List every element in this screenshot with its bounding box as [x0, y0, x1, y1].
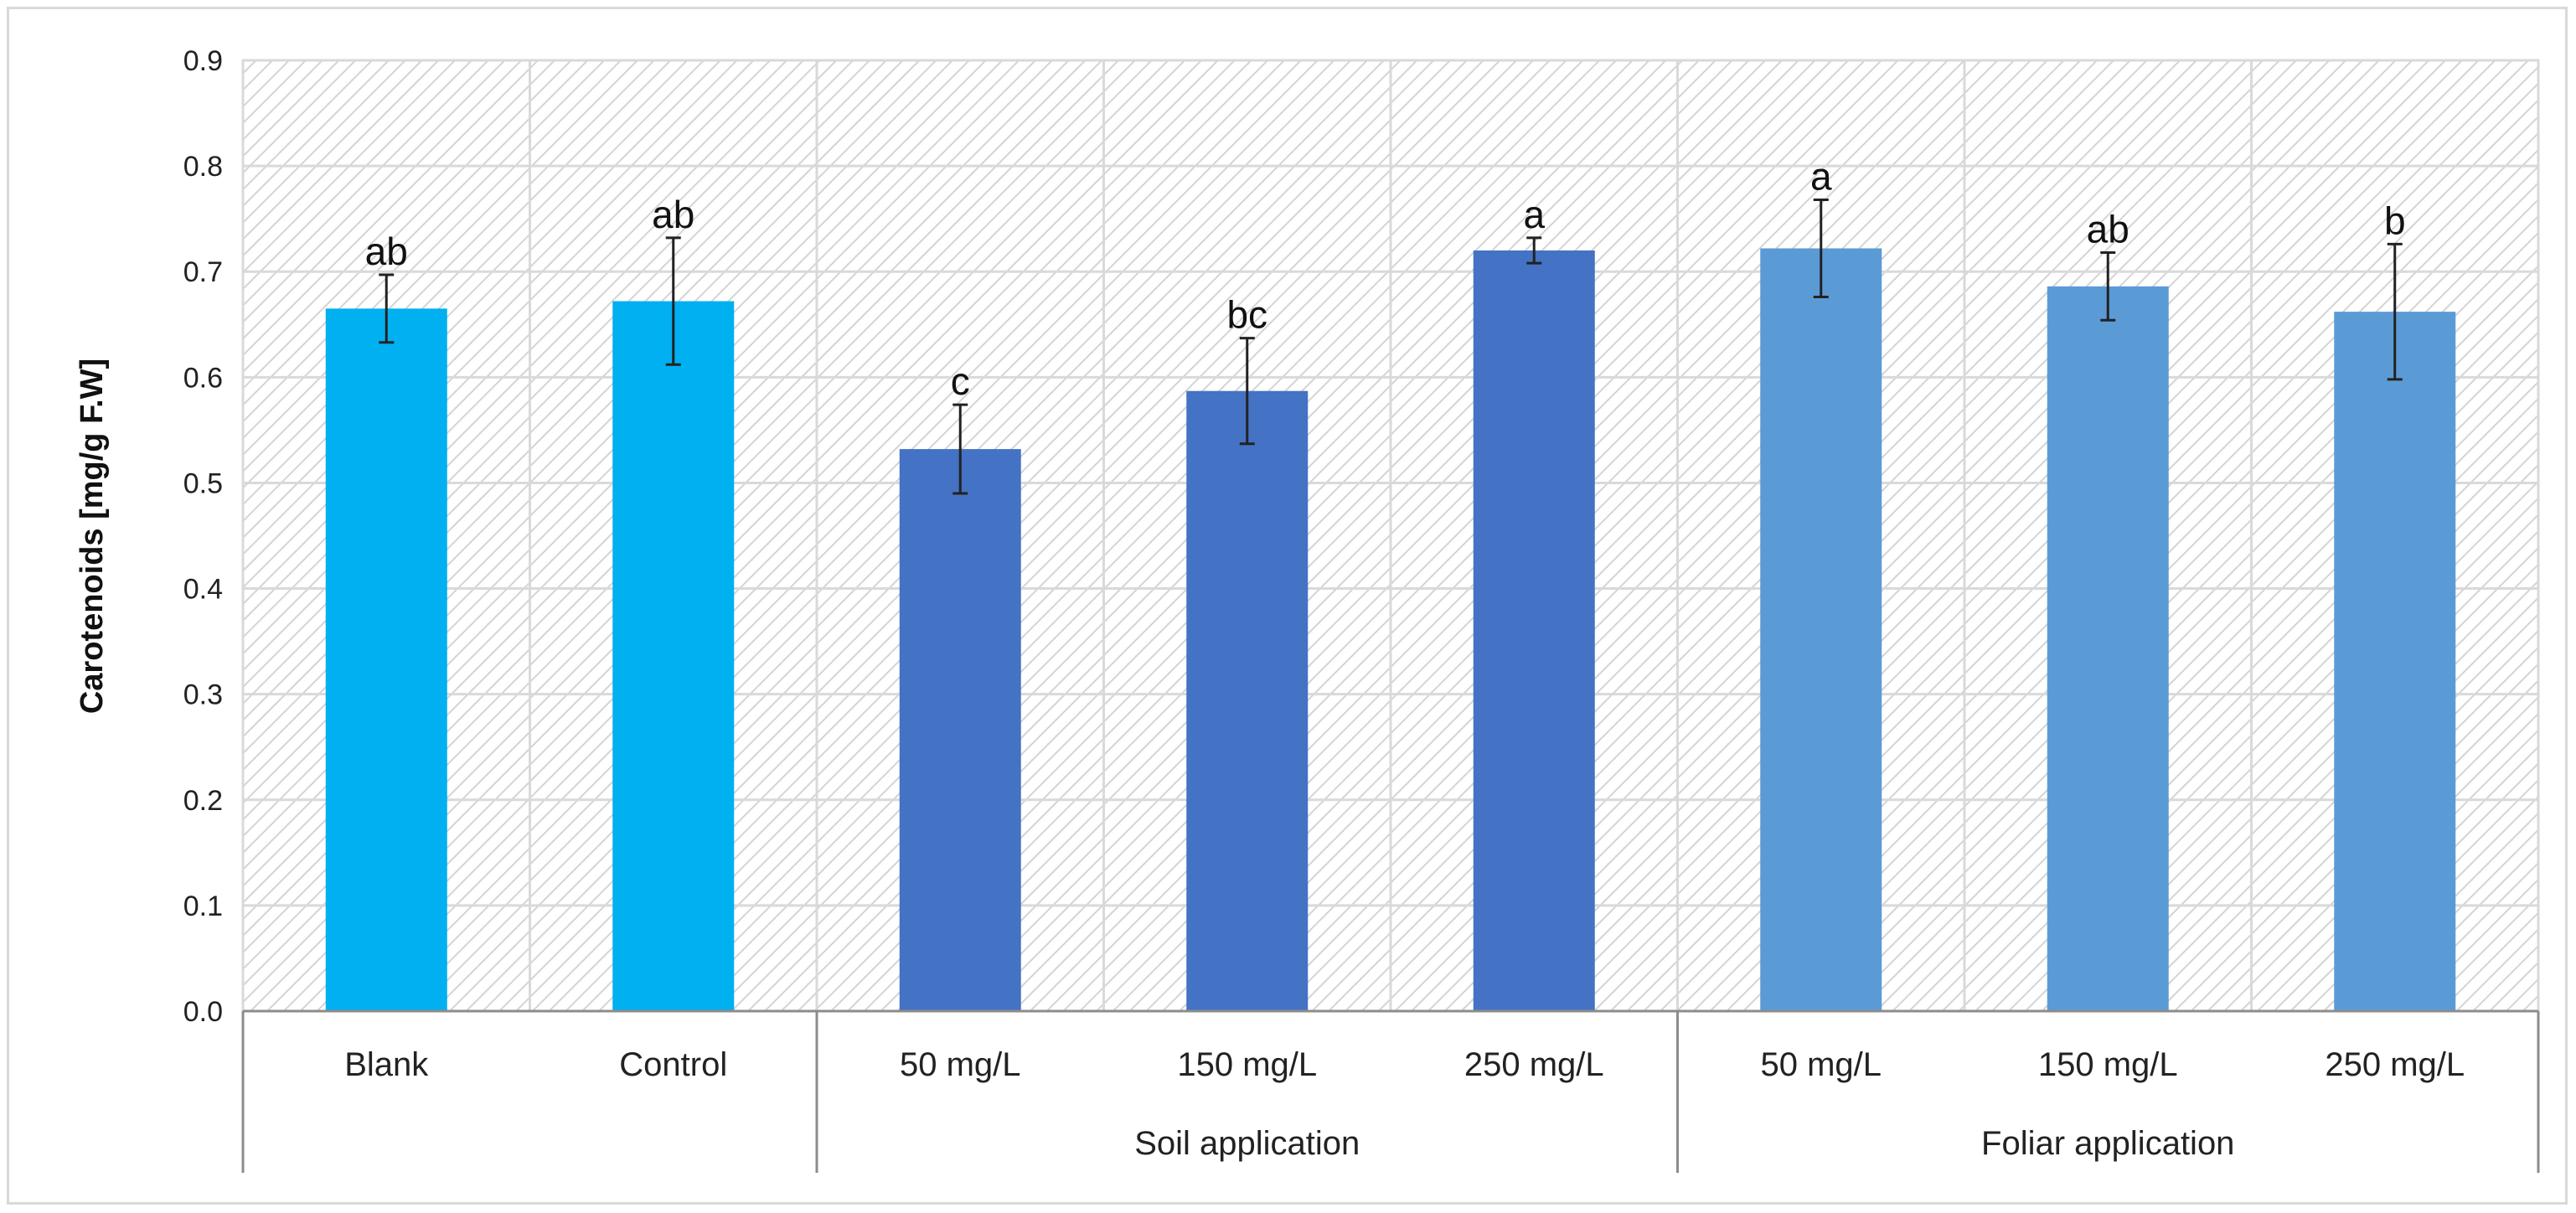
bar	[2047, 286, 2169, 1011]
x-category-label: 50 mg/L	[900, 1046, 1021, 1083]
y-tick-label: 0.1	[183, 890, 223, 922]
y-tick-label: 0.3	[183, 679, 223, 711]
y-tick-label: 0.5	[183, 467, 223, 499]
x-group-label: Soil application	[1134, 1125, 1360, 1162]
bar	[2334, 312, 2456, 1012]
significance-letter: b	[2384, 199, 2406, 242]
x-category-label: 50 mg/L	[1760, 1046, 1882, 1083]
x-category-label: Control	[619, 1046, 727, 1083]
significance-letter: ab	[365, 230, 408, 273]
bar	[612, 301, 735, 1011]
y-tick-label: 0.7	[183, 256, 223, 288]
y-tick-label: 0.4	[183, 574, 223, 606]
significance-letter: a	[1523, 193, 1545, 236]
bar	[1760, 248, 1882, 1011]
y-axis-label: Carotenoids [mg/g F.W]	[75, 359, 110, 714]
bar	[1473, 250, 1595, 1011]
y-tick-label: 0.0	[183, 996, 223, 1028]
y-tick-label: 0.6	[183, 362, 223, 394]
x-category-label: Blank	[344, 1046, 429, 1083]
significance-letter: ab	[2087, 208, 2129, 251]
bar	[325, 308, 447, 1012]
y-tick-label: 0.9	[183, 45, 223, 77]
significance-letter: a	[1810, 154, 1832, 198]
bar	[1186, 390, 1309, 1011]
significance-letter: bc	[1226, 293, 1267, 337]
x-category-label: 250 mg/L	[2325, 1046, 2465, 1083]
y-tick-label: 0.2	[183, 785, 223, 817]
significance-letter: c	[951, 359, 970, 403]
x-category-label: 250 mg/L	[1464, 1046, 1604, 1083]
y-tick-label: 0.8	[183, 151, 223, 183]
bar	[899, 449, 1021, 1011]
x-category-label: 150 mg/L	[2038, 1046, 2178, 1083]
x-group-label: Foliar application	[1981, 1125, 2234, 1162]
x-category-label: 150 mg/L	[1177, 1046, 1317, 1083]
significance-letter: ab	[652, 193, 694, 236]
